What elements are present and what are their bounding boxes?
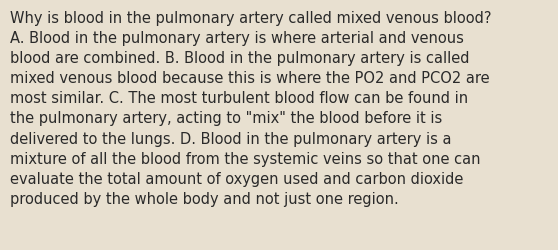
Text: Why is blood in the pulmonary artery called mixed venous blood?
A. Blood in the : Why is blood in the pulmonary artery cal…: [10, 11, 492, 206]
